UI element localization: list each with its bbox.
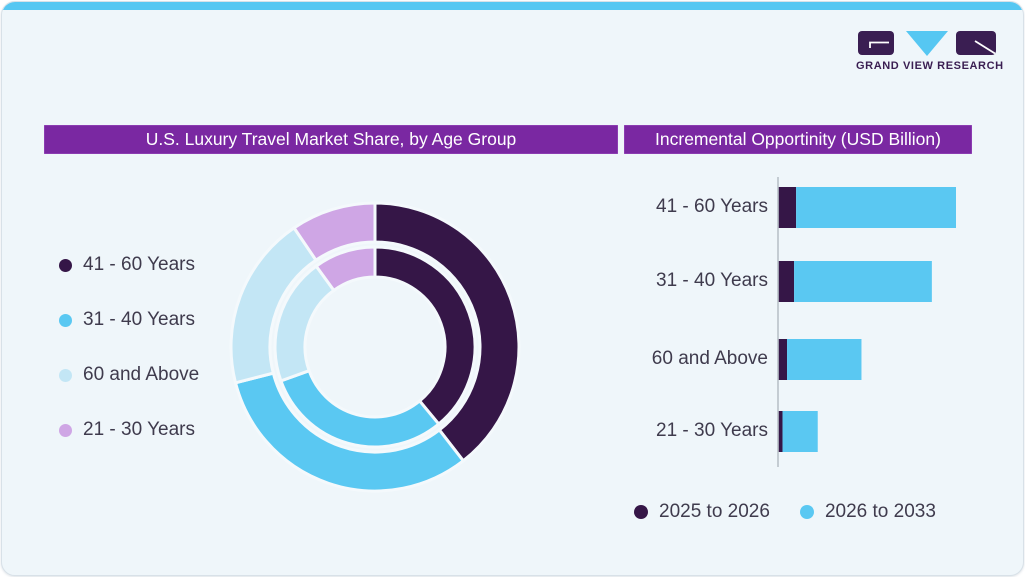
legend-label: 31 - 40 Years [83, 309, 195, 330]
bar-chart-legend: 2025 to 2026 2026 to 2033 [634, 501, 936, 523]
right-chart-title: Incremental Opportinity (USD Billion) [624, 125, 972, 154]
bar-legend-item-2026-2033: 2026 to 2033 [799, 501, 936, 523]
bar-category-label-31-40: 31 - 40 Years [656, 270, 768, 291]
legend-label: 60 and Above [83, 364, 200, 385]
gvr-logo-marks [858, 31, 996, 56]
legend-dot-2026-2033 [799, 505, 814, 519]
donut-outer-segment-0 [373, 201, 521, 463]
legend-label: 2026 to 2033 [824, 501, 936, 522]
donut-legend-item-60-above: 60 and Above [59, 363, 199, 387]
legend-dot-31-40 [59, 313, 72, 327]
donut-legend-item-31-40: 31 - 40 Years [59, 308, 195, 332]
bar-segment-31-40Years-series-1 [794, 261, 932, 302]
bar-segment-21-30Years-series-0 [778, 411, 783, 452]
legend-dot-60-above [59, 368, 72, 382]
legend-dot-21-30 [59, 423, 72, 437]
donut-legend-item-21-30: 21 - 30 Years [59, 418, 195, 442]
legend-label: 21 - 30 Years [83, 419, 195, 440]
bar-chart [777, 177, 956, 467]
bar-segment-21-30Years-series-1 [782, 411, 818, 452]
bar-segment-41-60Years-series-0 [778, 187, 797, 228]
bar-segment-31-40Years-series-0 [778, 261, 795, 302]
r-glyph-stroke [974, 40, 996, 55]
bar-category-label-60-above: 60 and Above [651, 348, 768, 369]
v-triangle-icon [906, 31, 948, 56]
donut-inner-segment-3 [314, 245, 377, 293]
bar-category-label-41-60: 41 - 60 Years [656, 196, 768, 217]
donut-chart [229, 201, 521, 493]
legend-dot-2025-2026 [634, 505, 648, 519]
legend-label: 41 - 60 Years [83, 254, 195, 275]
bar-legend-item-2025-2026: 2025 to 2026 [634, 501, 770, 523]
donut-inner-segment-0 [373, 245, 477, 427]
gvr-logo: GRAND VIEW RESEARCH [856, 28, 1004, 74]
top-accent-bar [2, 2, 1023, 10]
bar-segment-60andAbove-series-1 [787, 339, 862, 380]
bar-category-label-21-30: 21 - 30 Years [656, 420, 768, 441]
g-glyph-stroke [869, 41, 889, 48]
left-chart-title: U.S. Luxury Travel Market Share, by Age … [44, 125, 618, 154]
donut-legend-item-41-60: 41 - 60 Years [59, 253, 195, 277]
donut-outer-segment-3 [291, 201, 377, 263]
bar-segment-60andAbove-series-0 [778, 339, 788, 380]
r-block-icon [956, 31, 996, 55]
legend-label: 2025 to 2026 [659, 501, 770, 522]
gvr-logo-text: GRAND VIEW RESEARCH [856, 60, 1004, 72]
legend-dot-41-60 [59, 258, 72, 272]
bar-segment-41-60Years-series-1 [796, 187, 956, 228]
